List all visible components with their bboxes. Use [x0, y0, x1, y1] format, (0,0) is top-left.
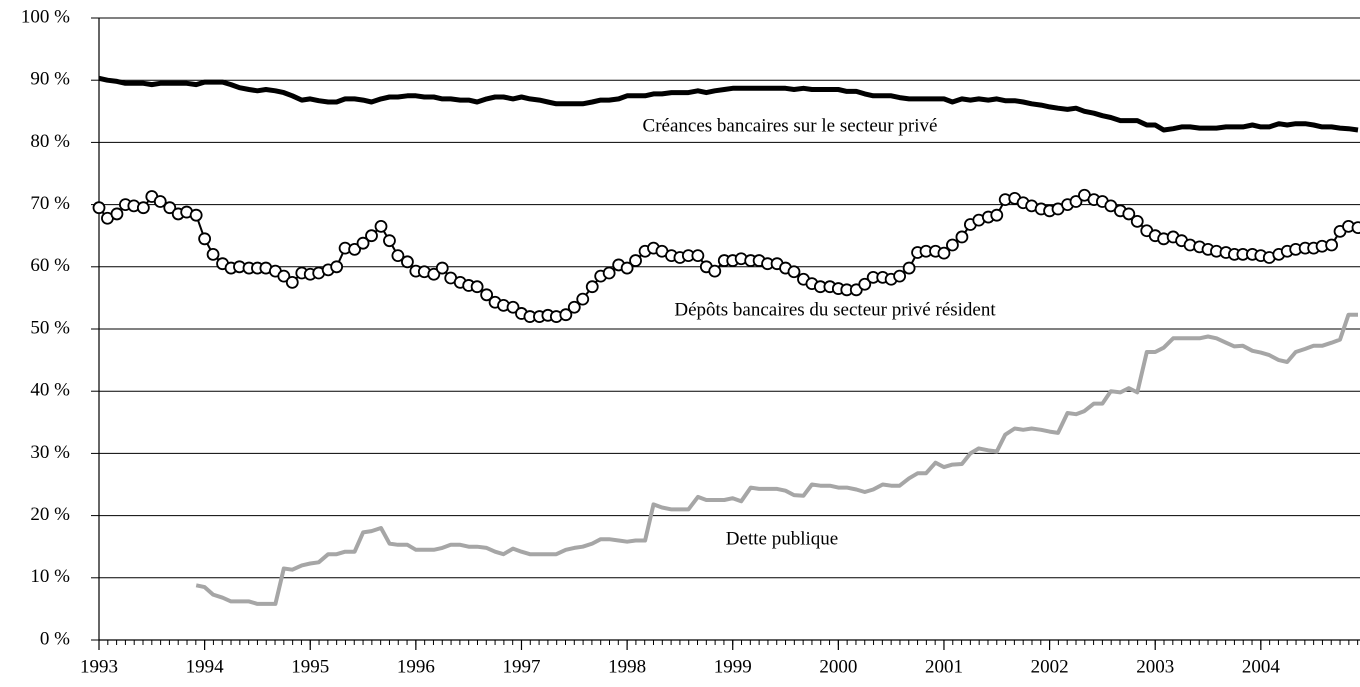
series-marker [206, 247, 220, 261]
series-marker [620, 261, 634, 275]
x-tick-label: 1995 [291, 656, 329, 677]
series-marker [401, 255, 414, 269]
series-marker [435, 261, 449, 275]
series-marker [1130, 214, 1144, 228]
series-marker [277, 269, 291, 283]
y-tick-label: 90 % [30, 69, 70, 90]
x-tick-label: 1998 [608, 656, 646, 677]
x-tick-label: 1996 [397, 656, 435, 677]
x-tick-label: 1994 [186, 656, 225, 677]
series-marker [629, 254, 642, 267]
series-marker [153, 195, 167, 208]
series-marker [585, 280, 599, 294]
series-marker [937, 246, 951, 260]
series-marker [946, 238, 959, 252]
series-marker [427, 267, 441, 281]
series-marker [198, 232, 212, 246]
series-marker [470, 280, 484, 294]
y-tick-label: 20 % [30, 504, 70, 525]
series-marker [285, 275, 299, 289]
series-marker [383, 234, 396, 248]
x-tick-label: 2004 [1242, 656, 1281, 677]
series-label: Dépôts bancaires du secteur privé réside… [674, 299, 996, 320]
x-tick-label: 2003 [1136, 656, 1174, 677]
series-label: Dette publique [726, 528, 838, 549]
series-marker [691, 249, 705, 263]
series-marker [480, 288, 494, 302]
y-tick-label: 60 % [30, 255, 70, 276]
y-tick-label: 0 % [40, 628, 70, 649]
series-marker [136, 201, 150, 215]
x-tick-label: 2001 [925, 656, 963, 677]
x-tick-label: 1999 [714, 656, 752, 677]
series-line [195, 312, 1358, 606]
series-marker [365, 229, 378, 243]
y-tick-label: 30 % [30, 442, 70, 463]
series-marker [1325, 238, 1338, 252]
series-marker [506, 300, 520, 314]
y-tick-label: 80 % [30, 131, 70, 152]
series-line [98, 75, 1359, 133]
series-marker [990, 208, 1004, 222]
series-marker [576, 292, 590, 306]
series-marker [189, 208, 203, 222]
y-tick-label: 100 % [21, 6, 70, 27]
y-tick-label: 40 % [30, 380, 70, 401]
x-tick-label: 2000 [819, 656, 857, 677]
series-marker [163, 201, 177, 215]
series-marker [92, 201, 106, 215]
series-marker [559, 308, 573, 322]
series-marker [110, 207, 124, 221]
series-marker [708, 264, 722, 278]
y-tick-label: 10 % [30, 566, 70, 587]
x-tick-label: 2002 [1031, 656, 1069, 677]
series-marker [902, 261, 916, 275]
series-marker [787, 265, 801, 279]
series-marker [330, 260, 344, 274]
series-label: Créances bancaires sur le secteur privé [643, 115, 938, 136]
series-marker [602, 266, 616, 280]
series-marker [893, 269, 907, 283]
series-marker [348, 242, 362, 256]
series-marker [567, 300, 581, 314]
series-marker [356, 236, 370, 250]
series-marker [1122, 207, 1136, 221]
series-marker [374, 219, 388, 233]
y-tick-label: 70 % [30, 193, 70, 214]
series-marker [1351, 221, 1360, 235]
series-marker [1069, 195, 1083, 208]
x-tick-label: 1993 [80, 656, 118, 677]
series-marker [858, 277, 872, 291]
series-marker [955, 230, 969, 244]
series-marker [391, 249, 405, 263]
y-tick-label: 50 % [30, 317, 70, 338]
x-tick-label: 1997 [502, 656, 540, 677]
